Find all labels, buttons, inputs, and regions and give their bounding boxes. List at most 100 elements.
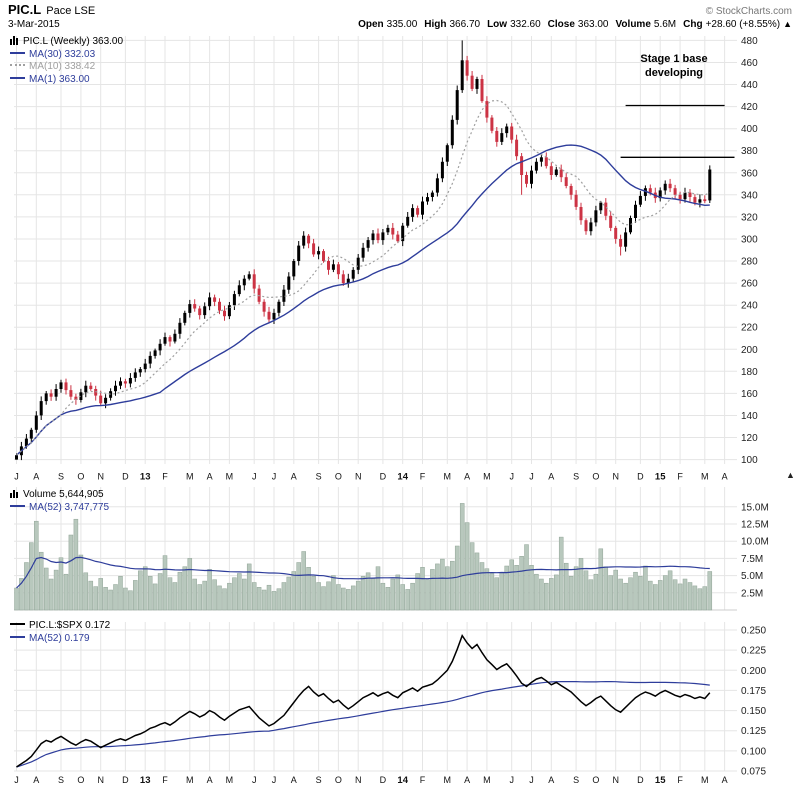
volume-bar: [321, 586, 326, 611]
volume-bar: [24, 562, 29, 611]
price-bar-body: [44, 393, 48, 402]
y-axis-label: 300: [741, 235, 758, 246]
x-axis-label: F: [420, 472, 426, 482]
volume-bar: [261, 589, 267, 611]
volume-bar: [232, 577, 237, 611]
volume-bar: [395, 574, 401, 611]
ratio-series-label: PIC.L:$SPX 0.172: [29, 620, 111, 631]
volume-bar: [499, 571, 505, 611]
volume-bar: [534, 573, 539, 611]
x-axis-label: A: [207, 775, 213, 785]
price-bar-body: [658, 190, 662, 199]
volume-bar: [509, 559, 514, 611]
price-bar-body: [693, 197, 697, 203]
copyright-text: © StockCharts.com: [705, 6, 792, 17]
volume-bar: [43, 567, 49, 611]
ma1-line-swatch: [10, 76, 25, 79]
y-axis-label: 140: [741, 411, 758, 422]
price-bar-body: [351, 269, 355, 279]
volume-bar: [539, 578, 544, 611]
price-bar-body: [638, 195, 642, 205]
price-bar-body: [470, 75, 474, 89]
volume-bar: [573, 566, 579, 611]
x-axis-label: 13: [140, 775, 151, 786]
price-bar-body: [203, 306, 207, 316]
price-bar-body: [604, 202, 608, 216]
x-axis-label: M: [226, 472, 234, 482]
price-bar-body: [193, 304, 197, 309]
x-axis-label: A: [291, 472, 297, 482]
volume-bar: [34, 520, 39, 611]
x-axis-label: D: [637, 775, 644, 785]
x-axis-label: O: [335, 775, 342, 785]
y-axis-label: 200: [741, 345, 758, 356]
x-axis-label: J: [252, 775, 257, 785]
price-bar-body: [629, 218, 632, 233]
quote-low-label: Low: [487, 19, 508, 30]
x-axis-label: M: [701, 472, 709, 482]
y-axis-label: 220: [741, 323, 758, 334]
ma10-line-swatch: [10, 64, 25, 66]
price-bar-body: [534, 161, 538, 171]
price-bar-body: [495, 130, 499, 142]
volume-bar: [464, 522, 470, 611]
price-bar-body: [460, 60, 464, 91]
y-axis-label: 320: [741, 212, 758, 223]
x-axis-label: O: [335, 472, 342, 482]
chart-area: 100 120 140 160 180 200 220 240 260 280 300 320 340 3…: [0, 30, 800, 795]
volume-bar: [568, 576, 574, 611]
volume-ma-line: [16, 556, 710, 589]
y-axis-label: 120: [741, 433, 758, 444]
volume-bar: [281, 582, 287, 611]
x-axis-label: F: [677, 775, 683, 785]
x-axis-label: A: [548, 472, 554, 482]
x-axis-label: J: [529, 472, 534, 482]
price-bar-body: [317, 251, 321, 255]
x-axis-label: A: [548, 775, 554, 785]
quote-high-label: High: [424, 19, 447, 30]
x-axis-label: J: [252, 472, 257, 482]
volume-bar: [222, 588, 227, 611]
x-axis-label: M: [186, 472, 194, 482]
volume-bar: [207, 569, 212, 611]
volume-bar: [420, 567, 425, 611]
price-bar-body: [549, 166, 553, 175]
x-axis-label: A: [291, 775, 297, 785]
volume-bar: [440, 558, 445, 611]
price-bar-body: [708, 169, 712, 201]
volume-bar: [296, 562, 301, 611]
x-axis-label: F: [162, 472, 168, 482]
volume-bar: [276, 588, 282, 611]
price-bar-body: [643, 188, 647, 196]
volume-bar: [544, 582, 549, 611]
volume-bar: [301, 551, 306, 611]
price-bar-body: [416, 208, 420, 215]
volume-bar: [380, 582, 386, 611]
volume-bar: [375, 566, 381, 611]
price-bar-body: [188, 304, 192, 313]
price-bar-body: [15, 455, 18, 460]
price-bar-body: [158, 343, 162, 351]
volume-bar: [643, 565, 648, 611]
price-bar-body: [79, 392, 83, 400]
volume-bar: [405, 589, 410, 611]
price-bar-body: [663, 183, 667, 191]
price-bar-body: [208, 297, 212, 307]
volume-bar: [519, 556, 524, 611]
volume-bar: [603, 566, 609, 611]
x-axis-label: J: [14, 472, 19, 482]
volume-bar: [707, 571, 713, 611]
price-bar-body: [247, 274, 251, 279]
y-axis-label: 480: [741, 36, 758, 47]
volume-bars-icon: [10, 489, 19, 498]
price-bar-body: [490, 117, 494, 131]
price-bar-body: [614, 227, 618, 239]
volume-bar: [177, 571, 183, 611]
volume-bar: [667, 570, 673, 611]
price-bar-body: [133, 372, 137, 378]
quote-chg-value: +28.60 (+8.55%): [705, 19, 781, 30]
price-bar-body: [485, 101, 489, 118]
volume-bar: [118, 576, 123, 611]
volume-bar: [365, 572, 371, 611]
volume-bar: [93, 586, 98, 611]
